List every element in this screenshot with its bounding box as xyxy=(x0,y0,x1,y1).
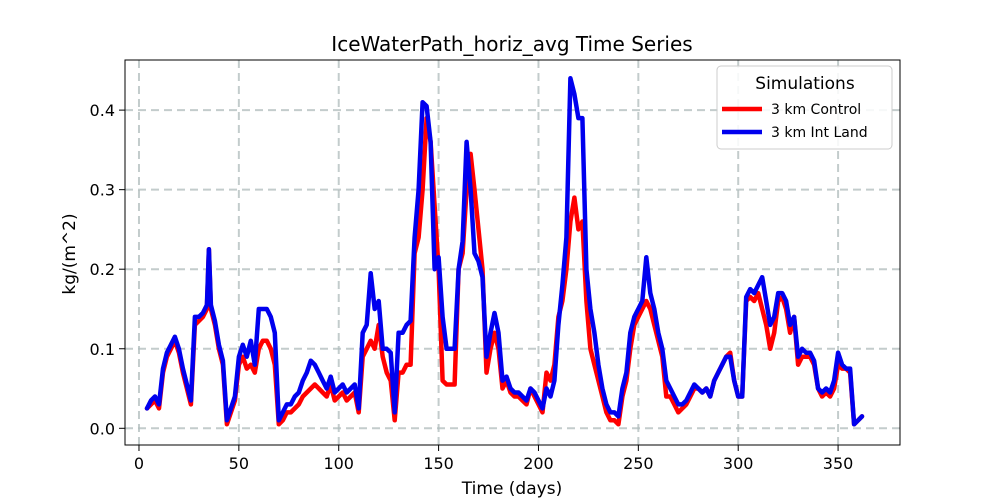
x-tick-label: 100 xyxy=(323,454,354,473)
series-lines xyxy=(144,76,865,427)
y-tick-label: 0.3 xyxy=(90,181,115,200)
x-tick-label: 50 xyxy=(229,454,249,473)
legend: Simulations 3 km Control 3 km Int Land xyxy=(716,65,893,150)
series-line-int-land xyxy=(144,76,865,427)
x-tick-label: 150 xyxy=(423,454,454,473)
y-tick-label: 0.2 xyxy=(90,260,115,279)
x-axis-label: Time (days) xyxy=(461,479,562,499)
x-tick-label: 350 xyxy=(823,454,854,473)
x-tick-label: 200 xyxy=(523,454,554,473)
y-tick-label: 0.1 xyxy=(90,340,115,359)
y-tick-label: 0.4 xyxy=(90,101,115,120)
x-tick-label: 0 xyxy=(134,454,144,473)
legend-box xyxy=(716,65,893,150)
legend-title: Simulations xyxy=(755,74,855,94)
legend-label-int-land: 3 km Int Land xyxy=(771,125,868,141)
chart-title: IceWaterPath_horiz_avg Time Series xyxy=(331,32,692,56)
legend-label-control: 3 km Control xyxy=(771,102,861,118)
axis-ticks: 0 50 100 150 200 250 300 350 0.0 0.1 0.2 0.3 0.4 xyxy=(90,101,854,473)
plot-frame xyxy=(124,59,901,446)
x-tick-label: 250 xyxy=(623,454,654,473)
y-tick-label: 0.0 xyxy=(90,419,115,438)
x-tick-label: 300 xyxy=(723,454,754,473)
y-axis-label: kg/(m^2) xyxy=(60,213,80,294)
